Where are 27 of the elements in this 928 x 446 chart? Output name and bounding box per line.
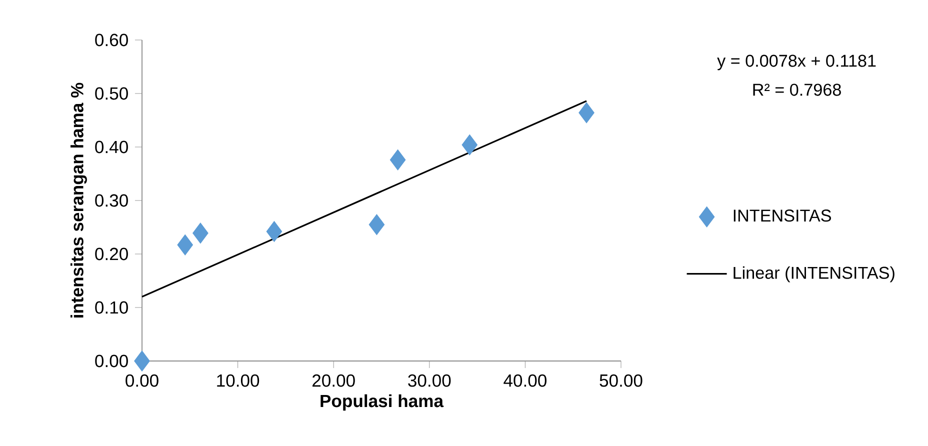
x-tick-label: 10.00 bbox=[217, 374, 260, 387]
point bbox=[368, 214, 385, 235]
point bbox=[192, 222, 208, 244]
x-tick-label: 30.00 bbox=[408, 374, 451, 387]
text: y = 0.0078x + 0.1181 bbox=[717, 54, 876, 70]
point bbox=[578, 102, 594, 124]
point bbox=[266, 221, 282, 242]
y-tick-label: 0.00 bbox=[95, 354, 128, 368]
text: R² = 0.7968 bbox=[753, 84, 841, 96]
point bbox=[390, 150, 406, 170]
y-axis-title: intensitas serangan hama % bbox=[70, 82, 87, 318]
y-tick-label: 0.10 bbox=[95, 301, 128, 314]
y-tick-label: 0.60 bbox=[95, 34, 128, 46]
y-tick-label: 0.40 bbox=[95, 140, 128, 154]
legend-label: INTENSITAS bbox=[734, 210, 831, 222]
x-tick-label: 20.00 bbox=[312, 374, 355, 387]
point bbox=[462, 134, 478, 156]
x-axis-title: Populasi hama bbox=[320, 394, 444, 411]
x-tick-label: 40.00 bbox=[504, 374, 546, 387]
x-tick-label: 0.00 bbox=[126, 374, 158, 387]
y-tick-label: 0.20 bbox=[95, 248, 128, 260]
point bbox=[177, 234, 193, 256]
x-tick-label: 50.00 bbox=[600, 374, 642, 387]
point bbox=[134, 350, 150, 372]
y-tick-label: 0.30 bbox=[95, 194, 128, 207]
legend-label: Linear (INTENSITAS) bbox=[734, 266, 894, 282]
y-tick-label: 0.50 bbox=[95, 87, 128, 100]
